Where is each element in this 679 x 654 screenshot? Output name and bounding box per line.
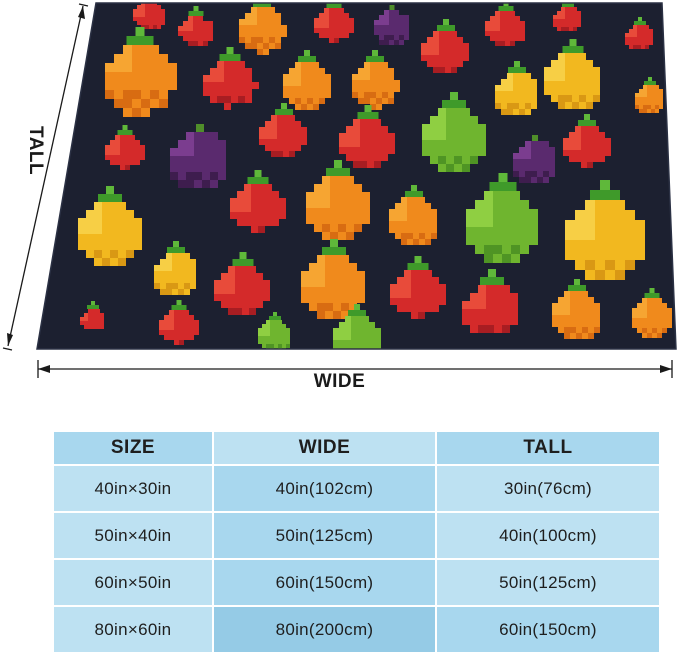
strawberry-pixel-fruit bbox=[105, 125, 145, 170]
orange-pixel-fruit bbox=[352, 50, 400, 110]
wide-label: WIDE bbox=[313, 371, 366, 392]
blanket-illustration bbox=[2, 2, 677, 378]
orange-pixel-fruit bbox=[632, 288, 672, 338]
strawberry-pixel-fruit bbox=[214, 252, 270, 315]
wide-cell: 50in(125cm) bbox=[212, 511, 437, 560]
strawberry-pixel-fruit bbox=[178, 6, 213, 46]
strawberry-pixel-fruit bbox=[259, 103, 307, 157]
orange-pixel-fruit bbox=[283, 50, 331, 110]
strawberry-pixel-fruit bbox=[203, 47, 259, 110]
wide-cell: 40in(102cm) bbox=[212, 464, 437, 513]
table-row: 60in×50in 60in(150cm) 50in(125cm) bbox=[52, 558, 661, 607]
tall-cell: 40in(100cm) bbox=[435, 511, 661, 560]
grape-pixel-fruit bbox=[374, 5, 409, 45]
size-cell: 40in×30in bbox=[52, 464, 214, 513]
orange-pixel-fruit bbox=[105, 27, 177, 117]
strawberry-pixel-fruit bbox=[390, 256, 446, 319]
tall-cell: 50in(125cm) bbox=[435, 558, 661, 607]
tall-label: TALL bbox=[25, 126, 46, 176]
yellow-pixel-fruit bbox=[78, 186, 142, 266]
yellow-pixel-fruit bbox=[154, 241, 196, 295]
lime-pixel-fruit bbox=[422, 92, 486, 172]
grape-pixel-fruit bbox=[170, 124, 226, 188]
strawberry-pixel-fruit bbox=[625, 17, 653, 49]
yellow-pixel-fruit bbox=[544, 39, 600, 109]
blanket bbox=[36, 2, 677, 350]
yellow-pixel-fruit bbox=[495, 61, 537, 115]
grape-pixel-fruit bbox=[513, 135, 555, 183]
header-wide: WIDE bbox=[212, 430, 437, 466]
table-row: 80in×60in 80in(200cm) 60in(150cm) bbox=[52, 605, 661, 654]
strawberry-pixel-fruit bbox=[553, 3, 581, 31]
lime-pixel-fruit bbox=[258, 312, 290, 349]
strawberry-pixel-fruit bbox=[462, 269, 518, 333]
orange-pixel-fruit bbox=[301, 239, 365, 319]
table-row: 50in×40in 50in(125cm) 40in(100cm) bbox=[52, 511, 661, 560]
orange-pixel-fruit bbox=[306, 160, 370, 240]
tall-dimension-arrow bbox=[2, 3, 89, 351]
strawberry-pixel-fruit bbox=[485, 3, 525, 46]
yellow-pixel-fruit bbox=[565, 180, 645, 280]
orange-pixel-fruit bbox=[635, 77, 663, 113]
blanket-edge bbox=[36, 2, 677, 350]
strawberry-pixel-fruit bbox=[314, 3, 354, 43]
strawberry-pixel-fruit bbox=[133, 3, 165, 29]
strawberry-pixel-fruit bbox=[339, 105, 395, 168]
wide-cell: 60in(150cm) bbox=[212, 558, 437, 607]
lime-pixel-fruit bbox=[333, 304, 381, 349]
size-cell: 80in×60in bbox=[52, 605, 214, 654]
strawberry-pixel-fruit bbox=[230, 170, 286, 233]
size-chart-table: SIZE WIDE TALL 40in×30in 40in(102cm) 30i… bbox=[52, 430, 661, 654]
header-size: SIZE bbox=[52, 430, 214, 466]
size-cell: 50in×40in bbox=[52, 511, 214, 560]
tall-cell: 60in(150cm) bbox=[435, 605, 661, 654]
tall-cell: 30in(76cm) bbox=[435, 464, 661, 513]
wide-dimension-arrow bbox=[37, 360, 673, 378]
strawberry-pixel-fruit bbox=[563, 114, 611, 168]
size-cell: 60in×50in bbox=[52, 558, 214, 607]
header-tall: TALL bbox=[435, 430, 661, 466]
orange-pixel-fruit bbox=[239, 3, 287, 55]
orange-pixel-fruit bbox=[389, 185, 437, 245]
table-header-row: SIZE WIDE TALL bbox=[52, 430, 661, 466]
strawberry-pixel-fruit bbox=[421, 19, 469, 73]
table-row: 40in×30in 40in(102cm) 30in(76cm) bbox=[52, 464, 661, 513]
strawberry-pixel-fruit bbox=[159, 300, 199, 345]
orange-pixel-fruit bbox=[552, 279, 600, 339]
lime-pixel-fruit bbox=[466, 173, 538, 263]
strawberry-pixel-fruit bbox=[80, 301, 104, 329]
wide-cell: 80in(200cm) bbox=[212, 605, 437, 654]
